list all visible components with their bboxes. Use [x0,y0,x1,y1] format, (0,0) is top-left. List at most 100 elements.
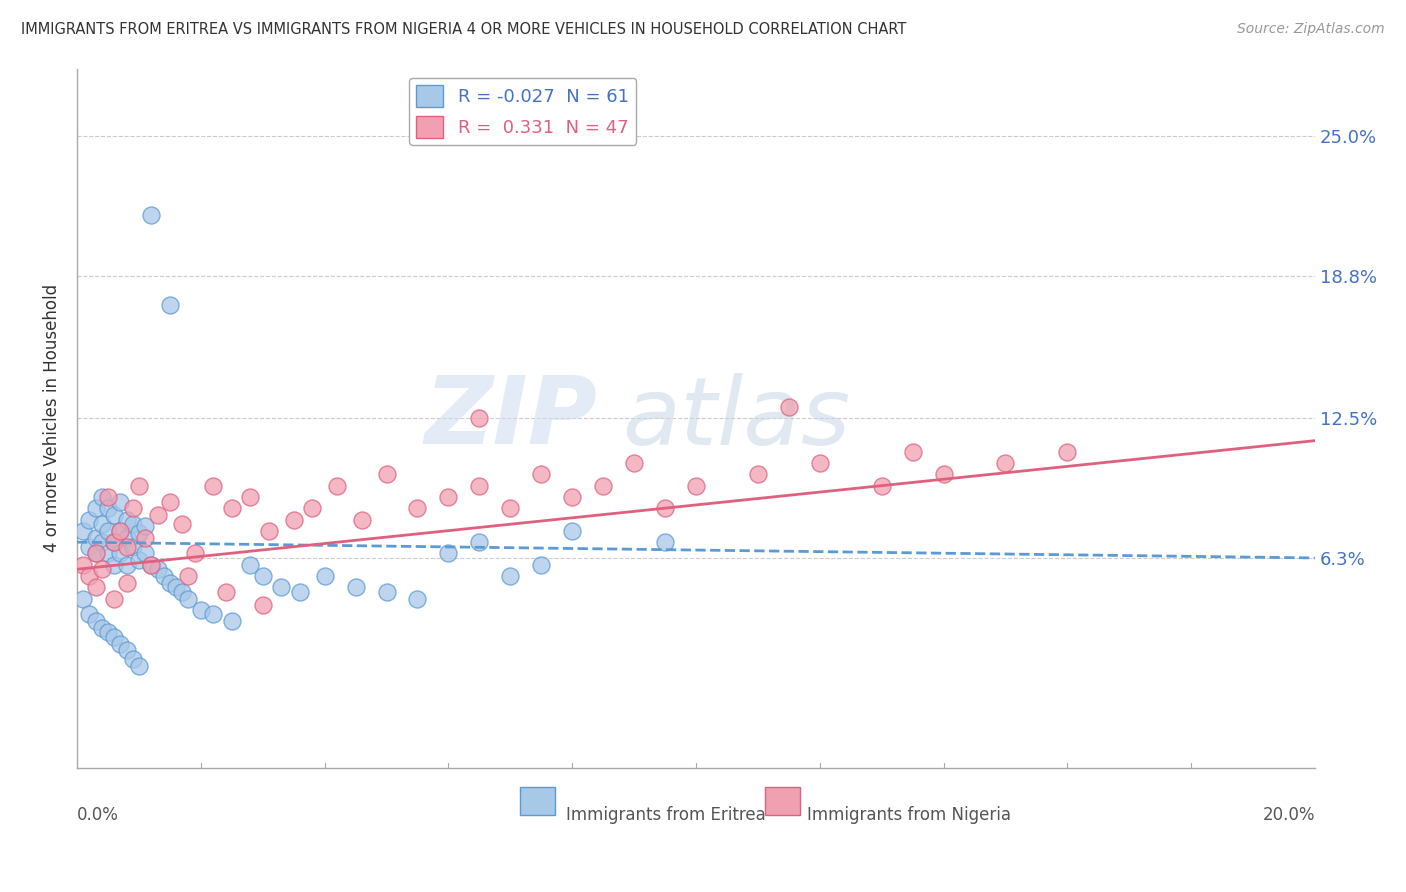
Point [221,614,243,628]
Text: 0.0%: 0.0% [77,806,120,824]
Point [103,508,125,522]
Point [301,501,323,516]
Point [623,456,645,470]
Point [72,591,94,606]
Point [121,501,143,516]
Point [499,569,522,583]
Bar [765,788,800,815]
Point [110,546,132,560]
Point [468,479,491,493]
Point [115,558,138,572]
Point [257,524,280,538]
Point [561,524,583,538]
Point [239,558,262,572]
Point [159,494,181,508]
Point [437,546,460,560]
Point [84,614,107,628]
Point [90,562,112,576]
Point [103,591,125,606]
Point [115,575,138,590]
Point [103,535,125,549]
Y-axis label: 4 or more Vehicles in Household: 4 or more Vehicles in Household [44,284,60,552]
Point [97,501,120,516]
Point [84,546,107,560]
Point [84,531,107,545]
Point [406,591,429,606]
Text: Source: ZipAtlas.com: Source: ZipAtlas.com [1237,22,1385,37]
Point [468,535,491,549]
Point [79,569,101,583]
Point [79,540,101,554]
Point [84,501,107,516]
Text: 20.0%: 20.0% [1263,806,1315,824]
Point [778,400,800,414]
Text: Immigrants from Eritrea: Immigrants from Eritrea [567,806,766,824]
Point [350,513,373,527]
Point [530,558,553,572]
Point [134,519,156,533]
Point [870,479,893,493]
Point [79,607,101,622]
Point [128,479,150,493]
Point [165,580,187,594]
Point [110,637,132,651]
Point [561,490,583,504]
Point [994,456,1017,470]
Point [326,479,349,493]
Point [685,479,707,493]
Point [592,479,614,493]
Point [146,508,169,522]
Point [177,569,200,583]
Point [134,546,156,560]
Point [110,524,132,538]
Point [115,643,138,657]
Point [468,411,491,425]
Point [84,580,107,594]
Point [375,584,398,599]
Point [141,208,163,222]
Point [121,652,143,666]
Point [141,558,163,572]
Point [152,569,174,583]
Point [115,513,138,527]
Text: atlas: atlas [621,373,851,464]
Point [141,558,163,572]
Point [97,490,120,504]
Point [90,490,112,504]
Point [808,456,831,470]
Point [97,546,120,560]
Text: ZIP: ZIP [425,372,598,464]
Point [530,467,553,482]
Point [79,513,101,527]
Point [437,490,460,504]
Point [97,625,120,640]
Point [499,501,522,516]
Point [72,558,94,572]
Point [121,540,143,554]
Point [172,517,194,532]
Legend: R = -0.027  N = 61, R =  0.331  N = 47: R = -0.027 N = 61, R = 0.331 N = 47 [409,78,636,145]
Point [110,524,132,538]
Point [128,553,150,567]
Point [172,584,194,599]
Point [406,501,429,516]
Point [252,569,274,583]
Point [283,513,305,527]
Point [654,535,676,549]
Point [110,494,132,508]
Point [239,490,262,504]
Point [115,540,138,554]
Text: IMMIGRANTS FROM ERITREA VS IMMIGRANTS FROM NIGERIA 4 OR MORE VEHICLES IN HOUSEHO: IMMIGRANTS FROM ERITREA VS IMMIGRANTS FR… [21,22,907,37]
Bar [520,788,555,815]
Point [932,467,955,482]
Point [115,531,138,545]
Point [90,517,112,532]
Point [134,531,156,545]
Point [344,580,367,594]
Point [72,524,94,538]
Point [121,517,143,532]
Point [270,580,292,594]
Point [747,467,769,482]
Point [901,445,924,459]
Point [221,501,243,516]
